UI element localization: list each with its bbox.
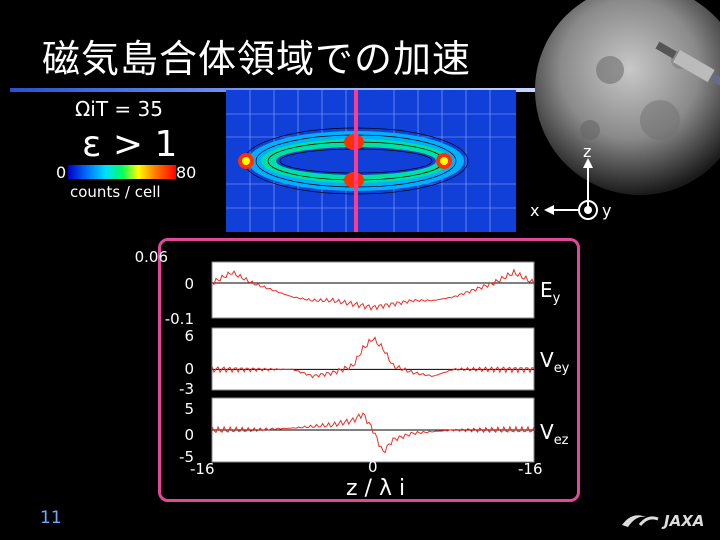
ey-ytick-top: 0.06 xyxy=(134,248,168,266)
vey-ytick-zero: 0 xyxy=(184,360,194,378)
axis-y-label: y xyxy=(602,201,611,220)
colorbar-unit: counts / cell xyxy=(70,183,161,201)
vey-ytick-top: 6 xyxy=(184,327,194,345)
colorbar-min: 0 xyxy=(56,163,67,182)
x-tick-left: -16 xyxy=(190,460,215,478)
x-tick-right: -16 xyxy=(518,460,543,478)
label-vey: Vey xyxy=(540,348,570,376)
axis-z-label: z xyxy=(583,142,591,161)
coordinate-axes: z x y xyxy=(530,142,611,220)
epsilon-label: ε > 1 xyxy=(82,124,178,165)
vey-ytick-bottom: -3 xyxy=(179,380,194,398)
page-number: 11 xyxy=(40,508,62,528)
field-profile-plots xyxy=(211,261,535,463)
series-line-vey xyxy=(211,336,535,379)
series-line-ey xyxy=(211,268,535,312)
axis-x-label: x xyxy=(530,201,539,220)
ey-ytick-bottom: -0.1 xyxy=(164,310,194,328)
slide-title: 磁気島合体領域での加速 xyxy=(42,37,472,81)
label-ey: Ey xyxy=(540,278,561,306)
density-map xyxy=(226,90,516,232)
colorbar-max: 80 xyxy=(176,163,197,182)
plot-panel-frame xyxy=(158,238,580,502)
jaxa-logo: JAXA xyxy=(622,512,704,530)
plot-frame-vey xyxy=(211,327,535,391)
x-tick-center: 0 xyxy=(368,458,378,476)
vez-ytick-bottom: -5 xyxy=(179,448,194,466)
colorbar xyxy=(68,165,176,179)
vez-ytick-zero: 0 xyxy=(184,426,194,444)
series-line-vez xyxy=(211,412,535,454)
x-axis-label: z / λ i xyxy=(346,476,406,501)
vez-ytick-top: 5 xyxy=(184,400,194,418)
omega-t-label: ΩiT = 35 xyxy=(75,97,163,121)
plot-frame-ey xyxy=(211,261,535,319)
label-vez: Vez xyxy=(540,420,569,448)
svg-text:JAXA: JAXA xyxy=(661,512,704,530)
moon-satellite-image xyxy=(535,0,720,195)
ey-ytick-zero: 0 xyxy=(184,275,194,293)
